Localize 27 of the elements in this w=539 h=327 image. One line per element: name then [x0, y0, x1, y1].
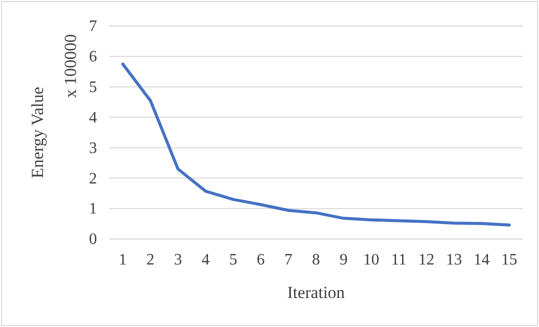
- x-tick-label: 3: [174, 251, 182, 268]
- x-tick-label: 4: [202, 251, 210, 268]
- x-tick-label: 9: [340, 251, 348, 268]
- x-tick-label: 7: [284, 251, 292, 268]
- x-tick-label: 11: [391, 251, 407, 268]
- y-tick-label: 4: [89, 109, 97, 126]
- x-tick-label: 15: [501, 251, 518, 268]
- x-tick-label: 8: [312, 251, 320, 268]
- y-tick-label: 3: [89, 140, 97, 157]
- y-tick-label: 6: [89, 48, 97, 66]
- y-tick-label: 7: [89, 18, 97, 36]
- x-tick-label: 10: [363, 251, 380, 268]
- line-series: [121, 62, 511, 227]
- y-tick-label: 2: [89, 170, 97, 188]
- x-tick-label: 2: [146, 251, 154, 268]
- y-axis-title: Energy Value: [28, 86, 47, 178]
- y-tick-label: 1: [89, 200, 97, 218]
- y-tick-label: 5: [89, 78, 97, 96]
- x-axis-title: Iteration: [287, 283, 346, 302]
- x-tick-label: 13: [446, 251, 462, 268]
- x-tick-label: 14: [474, 251, 490, 268]
- x-tick-label: 1: [118, 251, 127, 268]
- x-tick-label: 6: [256, 251, 265, 268]
- x-tick-label: 5: [229, 251, 238, 268]
- text: x 100000: [61, 34, 80, 98]
- x-tick-label: 12: [418, 251, 434, 268]
- y-tick-label: 0: [89, 231, 97, 248]
